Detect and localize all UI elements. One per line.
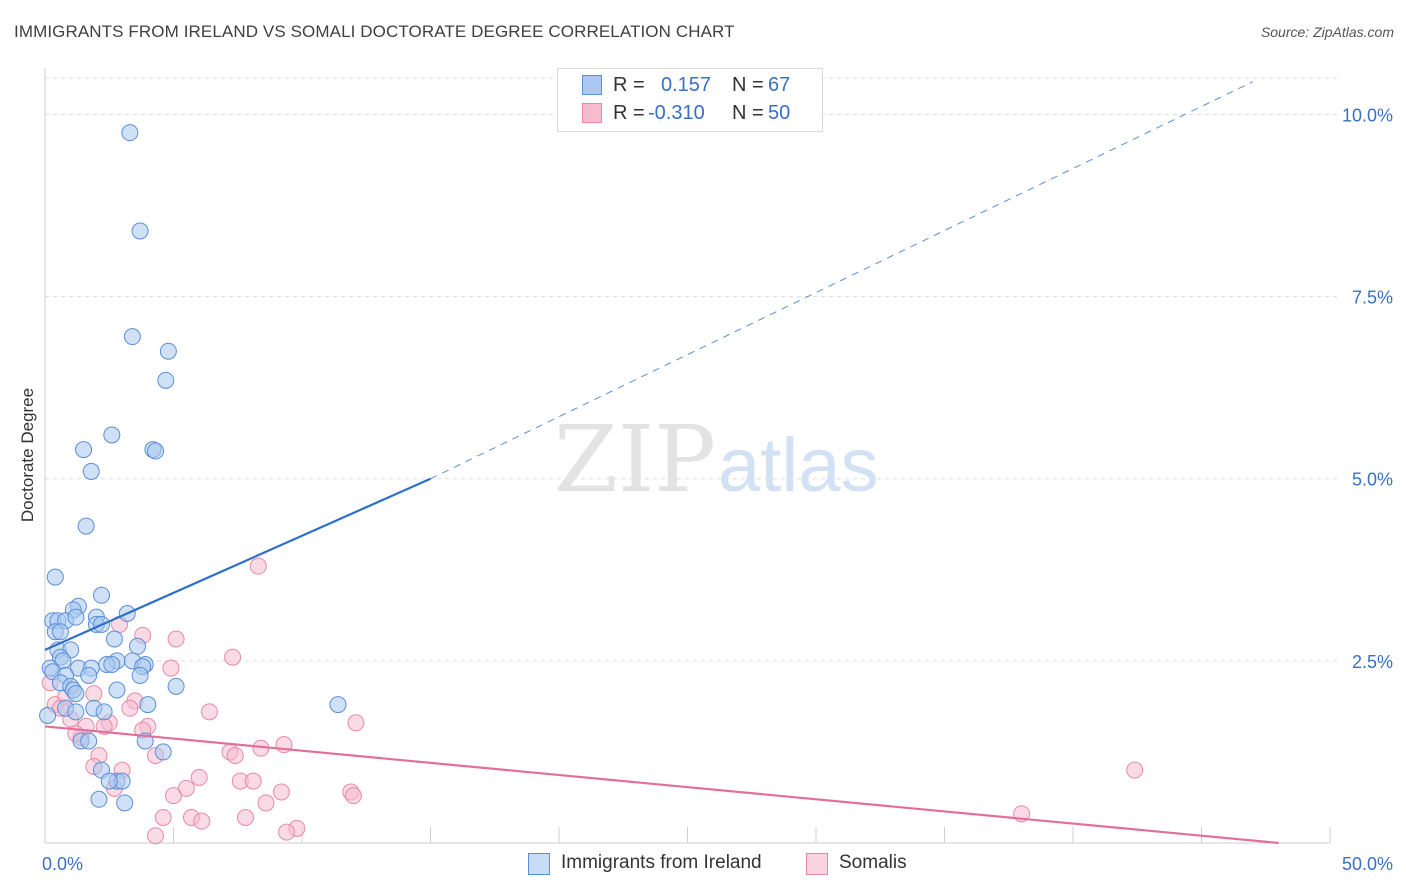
data-point-ireland xyxy=(80,666,98,684)
data-point-somalis xyxy=(165,787,182,805)
data-point-somalis xyxy=(272,783,290,801)
data-point-somalis xyxy=(85,685,103,703)
data-point-ireland xyxy=(80,732,98,750)
data-point-ireland xyxy=(123,328,141,346)
data-point-ireland xyxy=(77,517,95,535)
y-tick-label: 7.5% xyxy=(1352,288,1393,308)
data-point-ireland xyxy=(51,623,69,641)
data-point-somalis xyxy=(226,747,244,765)
legend-swatch-ireland xyxy=(582,75,602,95)
data-point-ireland xyxy=(139,696,157,714)
data-point-ireland xyxy=(154,743,172,761)
data-point-ireland xyxy=(116,794,134,812)
legend-swatch-somalis xyxy=(582,103,602,123)
bottom-swatch-somalis xyxy=(806,853,828,875)
data-point-somalis xyxy=(344,787,362,805)
data-point-somalis xyxy=(278,823,296,841)
x-tick-label-max: 50.0% xyxy=(1342,854,1393,874)
data-point-somalis xyxy=(224,648,242,666)
data-point-ireland xyxy=(157,371,175,389)
data-point-ireland xyxy=(167,677,185,695)
data-point-somalis xyxy=(162,659,180,677)
chart-title: IMMIGRANTS FROM IRELAND VS SOMALI DOCTOR… xyxy=(14,22,735,41)
data-point-ireland xyxy=(131,222,149,240)
data-point-ireland xyxy=(67,608,85,626)
data-point-ireland xyxy=(129,637,147,655)
data-point-ireland xyxy=(82,462,100,480)
legend-n-label: N = xyxy=(732,102,764,124)
legend-r-value: 0.157 xyxy=(661,74,712,96)
legend-r-label: R = xyxy=(613,74,645,96)
trend-lines xyxy=(44,81,1279,845)
tick-labels: 2.5% 5.0% 7.5% 10.0% 0.0% 50.0% xyxy=(42,105,1393,874)
data-point-ireland xyxy=(103,656,121,673)
somalis-points xyxy=(41,557,1144,845)
watermark-atlas: atlas xyxy=(718,423,879,508)
data-point-ireland xyxy=(147,442,165,460)
data-point-somalis xyxy=(121,699,139,717)
data-point-ireland xyxy=(67,685,85,703)
data-point-somalis xyxy=(200,703,218,721)
trend-line-ireland-projection xyxy=(430,81,1254,480)
legend-n-value: 67 xyxy=(768,74,791,96)
data-point-ireland xyxy=(105,630,123,648)
grid-lines xyxy=(45,77,1340,662)
data-point-somalis xyxy=(193,812,211,830)
data-point-somalis xyxy=(347,714,365,732)
bottom-swatch-ireland xyxy=(528,853,550,875)
bottom-legend-label-ireland: Immigrants from Ireland xyxy=(561,852,762,873)
data-point-ireland xyxy=(100,772,118,790)
bottom-legend-label-somalis: Somalis xyxy=(839,852,907,873)
data-point-somalis xyxy=(167,630,185,648)
y-tick-label: 10.0% xyxy=(1342,105,1393,125)
data-point-somalis xyxy=(147,827,165,845)
data-point-ireland xyxy=(90,790,108,808)
source-label: Source: ZipAtlas.com xyxy=(1260,24,1394,40)
data-point-ireland xyxy=(121,124,139,142)
data-point-ireland xyxy=(75,441,93,459)
y-tick-label: 2.5% xyxy=(1352,652,1393,672)
data-point-somalis xyxy=(257,794,275,812)
trend-line-ireland xyxy=(44,477,431,651)
data-point-ireland xyxy=(329,696,347,714)
legend-n-label: N = xyxy=(732,74,764,96)
data-point-somalis xyxy=(244,772,262,790)
data-point-ireland xyxy=(46,568,64,586)
data-point-somalis xyxy=(177,779,195,797)
data-point-ireland xyxy=(103,426,121,444)
ireland-points xyxy=(39,124,347,812)
data-point-ireland xyxy=(93,586,111,604)
data-point-somalis xyxy=(236,809,254,826)
data-point-somalis xyxy=(190,768,208,786)
data-point-ireland xyxy=(159,342,177,360)
watermark-zip: ZIP xyxy=(554,406,716,513)
legend-r-value: -0.310 xyxy=(648,102,705,124)
y-tick-label: 5.0% xyxy=(1352,470,1393,490)
data-point-ireland xyxy=(131,666,149,684)
data-point-ireland xyxy=(95,703,113,721)
data-point-somalis xyxy=(249,557,267,575)
trend-line-somalis xyxy=(44,725,1279,845)
data-point-ireland xyxy=(108,681,126,699)
x-tick-label-min: 0.0% xyxy=(42,854,83,874)
data-point-ireland xyxy=(39,707,57,724)
data-point-ireland xyxy=(67,703,85,721)
legend-r-label: R = xyxy=(613,102,645,124)
stats-legend: R = 0.157 N = 67 R = -0.310 N = 50 xyxy=(557,68,823,132)
data-point-somalis xyxy=(154,809,172,826)
data-point-somalis xyxy=(1126,761,1144,779)
legend-n-value: 50 xyxy=(768,102,791,124)
